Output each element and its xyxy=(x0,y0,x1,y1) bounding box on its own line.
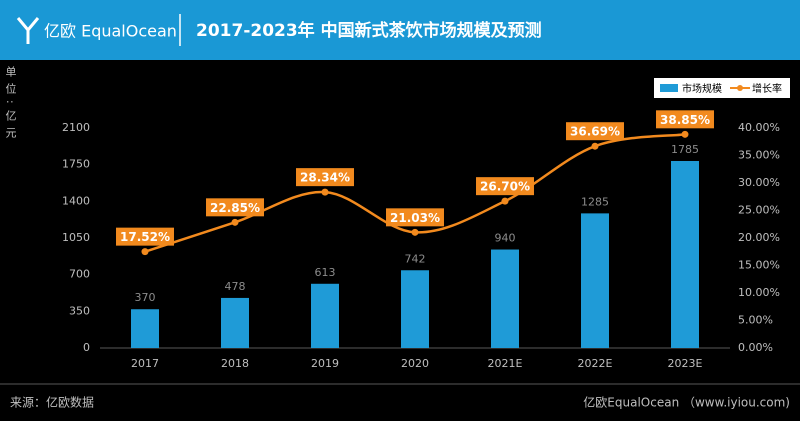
header-band xyxy=(0,0,800,60)
line-value-label: 22.85% xyxy=(210,201,260,215)
x-tick-label: 2020 xyxy=(401,357,429,370)
logo-text: 亿欧 EqualOcean xyxy=(44,22,177,41)
y-tick-label: 2100 xyxy=(62,121,90,134)
line-value-label: 21.03% xyxy=(390,211,440,225)
legend-swatch xyxy=(660,84,678,92)
value-label-box xyxy=(296,168,354,187)
line-point xyxy=(591,142,599,150)
bar-value-label: 478 xyxy=(225,280,246,293)
bar xyxy=(131,309,159,348)
bar-value-label: 613 xyxy=(315,266,336,279)
line-value-label: 36.69% xyxy=(570,125,620,139)
bar xyxy=(491,249,519,348)
bar-value-label: 742 xyxy=(405,252,426,265)
value-label-box xyxy=(206,198,264,217)
y2-tick-label: 10.00% xyxy=(738,286,780,299)
x-tick-label: 2022E xyxy=(578,357,613,370)
legend-swatch-dot xyxy=(737,85,743,91)
x-tick-label: 2017 xyxy=(131,357,159,370)
bar-value-label: 1785 xyxy=(671,143,699,156)
line-point xyxy=(321,188,329,196)
line-point xyxy=(681,130,689,138)
footer-credit: 亿欧EqualOcean （www.iyiou.com) xyxy=(583,395,790,410)
bar xyxy=(221,297,249,348)
footer-source: 来源：亿欧数据 xyxy=(10,395,94,410)
chart-title: 2017-2023年 中国新式茶饮市场规模及预测 xyxy=(196,20,542,41)
y2-tick-label: 20.00% xyxy=(738,231,780,244)
y2-tick-label: 30.00% xyxy=(738,176,780,189)
y2-tick-label: 0.00% xyxy=(738,341,773,354)
y2-tick-label: 35.00% xyxy=(738,149,780,162)
x-tick-label: 2021E xyxy=(488,357,523,370)
x-tick-label: 2018 xyxy=(221,357,249,370)
bar-value-label: 940 xyxy=(495,232,516,245)
line-point xyxy=(141,248,149,256)
y2-tick-label: 15.00% xyxy=(738,259,780,272)
y-tick-label: 350 xyxy=(69,304,90,317)
legend-label: 市场规模 xyxy=(682,82,722,95)
legend-box xyxy=(654,78,790,98)
line-point xyxy=(411,228,419,236)
line-point xyxy=(501,197,509,205)
value-label-box xyxy=(386,208,444,227)
line-value-label: 38.85% xyxy=(660,113,710,127)
value-label-box xyxy=(116,227,174,246)
line-value-label: 17.52% xyxy=(120,230,170,244)
bar xyxy=(581,213,609,348)
y2-tick-label: 5.00% xyxy=(738,314,773,327)
x-tick-label: 2019 xyxy=(311,357,339,370)
line-value-label: 28.34% xyxy=(300,171,350,185)
bar xyxy=(311,283,339,348)
y2-tick-label: 40.00% xyxy=(738,121,780,134)
legend-label: 增长率 xyxy=(752,82,782,95)
bar xyxy=(401,270,429,348)
line-value-label: 26.70% xyxy=(480,180,530,194)
value-label-box xyxy=(566,122,624,141)
y2-tick-label: 25.00% xyxy=(738,204,780,217)
line-point xyxy=(231,218,239,226)
bar-value-label: 1285 xyxy=(581,195,609,208)
bar-value-label: 370 xyxy=(135,291,156,304)
x-tick-label: 2023E xyxy=(668,357,703,370)
y-tick-label: 0 xyxy=(83,341,90,354)
y-tick-label: 700 xyxy=(69,268,90,281)
value-label-box xyxy=(656,110,714,129)
y-tick-label: 1750 xyxy=(62,158,90,171)
y-tick-label: 1400 xyxy=(62,194,90,207)
y-tick-label: 1050 xyxy=(62,231,90,244)
value-label-box xyxy=(476,177,534,196)
y-axis-unit: 单位:亿元 xyxy=(4,66,17,144)
bar xyxy=(671,161,699,348)
logo-icon xyxy=(16,17,40,44)
